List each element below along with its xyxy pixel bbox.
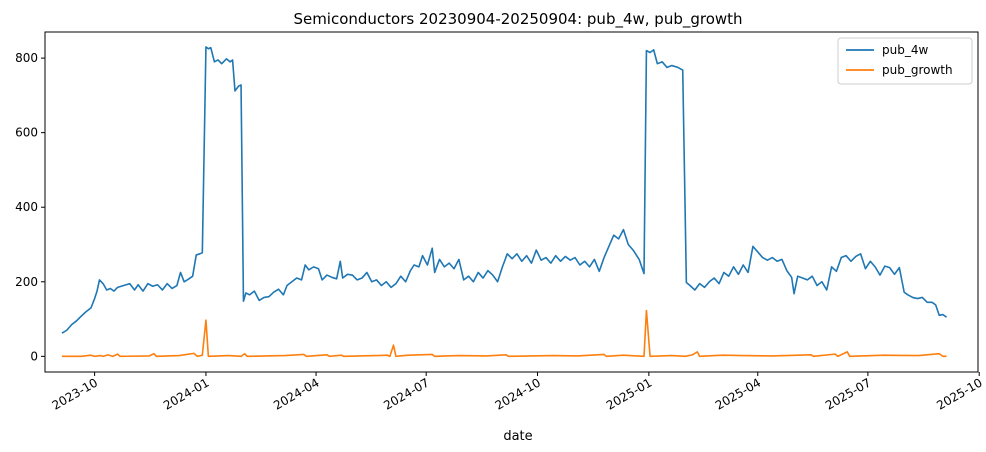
x-tick-label: 2024-04	[271, 375, 321, 412]
y-tick-label: 0	[30, 349, 38, 363]
series-line-pub-4w	[61, 46, 948, 334]
chart-title: Semiconductors 20230904-20250904: pub_4w…	[293, 10, 742, 29]
y-tick-label: 200	[15, 275, 38, 289]
x-tick-label: 2024-01	[161, 375, 211, 412]
x-axis-label: date	[503, 429, 532, 444]
legend-label-pub-growth: pub_growth	[882, 63, 953, 77]
x-tick-label: 2025-07	[823, 375, 873, 412]
y-tick-label: 600	[15, 126, 38, 140]
x-tick-label: 2025-10	[934, 375, 984, 412]
x-tick-label: 2025-01	[604, 375, 654, 412]
y-tick-label: 400	[15, 200, 38, 214]
series-layer	[61, 46, 948, 358]
x-tick-label: 2024-10	[493, 375, 543, 412]
y-tick-label: 800	[15, 51, 38, 65]
plot-frame	[44, 31, 979, 373]
legend: pub_4w pub_growth	[837, 37, 973, 85]
x-tick-label: 2025-04	[713, 375, 763, 412]
x-tick-label: 2023-10	[50, 375, 100, 412]
legend-label-pub-4w: pub_4w	[882, 43, 928, 57]
series-line-pub-growth	[61, 309, 947, 358]
x-tick-label: 2024-07	[381, 375, 431, 412]
